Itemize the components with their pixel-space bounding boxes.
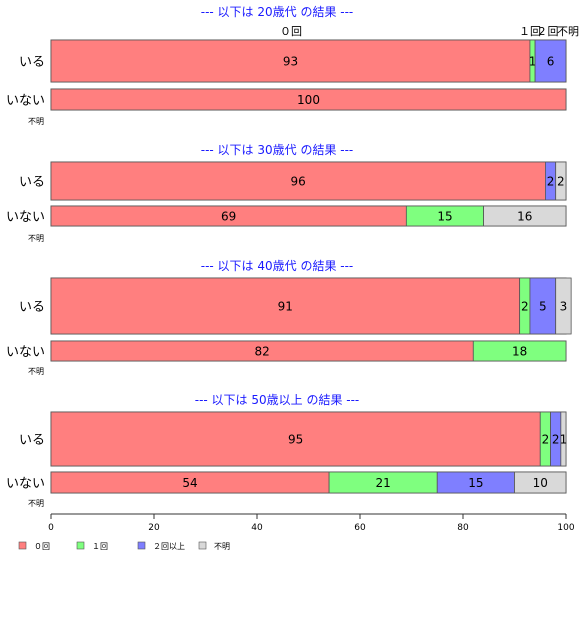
data-label: 15: [468, 476, 483, 490]
bar-segment: [555, 161, 567, 201]
data-label: 18: [512, 345, 527, 359]
x-tick-label: 80: [457, 523, 469, 533]
data-label: 3: [560, 300, 568, 314]
legend-label: ２回以上: [153, 542, 185, 551]
data-label: 21: [376, 476, 391, 490]
row-label: いる: [19, 175, 45, 190]
legend-swatch: [76, 541, 85, 550]
x-tick-label: 40: [251, 523, 263, 533]
x-tick-label: 0: [48, 523, 54, 533]
data-label: 82: [255, 345, 270, 359]
x-tick-label: 60: [354, 523, 366, 533]
legend-swatch: [18, 541, 27, 550]
legend-swatch: [198, 541, 207, 550]
data-label: 2: [552, 433, 560, 447]
bar-segment: [472, 340, 567, 362]
row-label-fumei: 不明: [28, 367, 44, 376]
data-label: 1: [560, 433, 568, 447]
top-category-label: 不明: [557, 25, 579, 38]
legend-label: ０回: [34, 542, 50, 551]
bar-segment: [50, 161, 546, 201]
bar-segment: [50, 39, 531, 83]
top-category-label: １回: [519, 25, 541, 38]
group-title: --- 以下は 30歳代 の結果 ---: [201, 143, 354, 157]
top-category-label: 回: [548, 25, 559, 38]
group-title: --- 以下は 20歳代 の結果 ---: [201, 5, 354, 19]
data-label: 16: [517, 210, 532, 224]
legend-label: １回: [92, 542, 108, 551]
data-label: 93: [283, 55, 298, 69]
row-label: いない: [6, 94, 45, 109]
data-label: 2: [542, 433, 550, 447]
data-label: 96: [291, 175, 306, 189]
top-category-label: ０回: [280, 25, 302, 38]
data-label: 6: [547, 55, 555, 69]
data-label: 91: [278, 300, 293, 314]
x-tick-label: 20: [148, 523, 160, 533]
x-tick-label: 100: [557, 523, 574, 533]
row-label: いる: [19, 55, 45, 70]
data-label: 100: [297, 93, 320, 107]
legend-label: 不明: [214, 542, 230, 551]
data-label: 5: [539, 300, 547, 314]
row-label: いる: [19, 433, 45, 448]
row-label-fumei: 不明: [28, 117, 44, 126]
row-label: いる: [19, 300, 45, 315]
row-label-fumei: 不明: [28, 234, 44, 243]
group-title: --- 以下は 50歳以上 の結果 ---: [195, 393, 360, 407]
bar-segment: [560, 411, 567, 467]
data-label: 15: [437, 210, 452, 224]
top-category-label: 2: [539, 25, 546, 38]
bar-segment: [529, 277, 557, 335]
row-label: いない: [6, 345, 45, 360]
row-label: いない: [6, 210, 45, 225]
bar-segment: [514, 471, 567, 494]
data-label: 69: [221, 210, 236, 224]
bar-segment: [50, 88, 567, 111]
data-label: 95: [288, 433, 303, 447]
data-label: 1: [529, 55, 537, 69]
row-label-fumei: 不明: [28, 499, 44, 508]
bar-segment: [555, 277, 572, 335]
data-label: 54: [182, 476, 197, 490]
data-label: 2: [547, 175, 555, 189]
bar-segment: [534, 39, 567, 83]
bar-segment: [50, 277, 521, 335]
data-label: 2: [557, 175, 565, 189]
group-title: --- 以下は 40歳代 の結果 ---: [201, 259, 354, 273]
data-label: 2: [521, 300, 529, 314]
row-label: いない: [6, 477, 45, 492]
bar-segment: [50, 411, 541, 467]
data-label: 10: [533, 476, 548, 490]
legend-swatch: [137, 541, 146, 550]
bar-segment: [483, 205, 567, 227]
